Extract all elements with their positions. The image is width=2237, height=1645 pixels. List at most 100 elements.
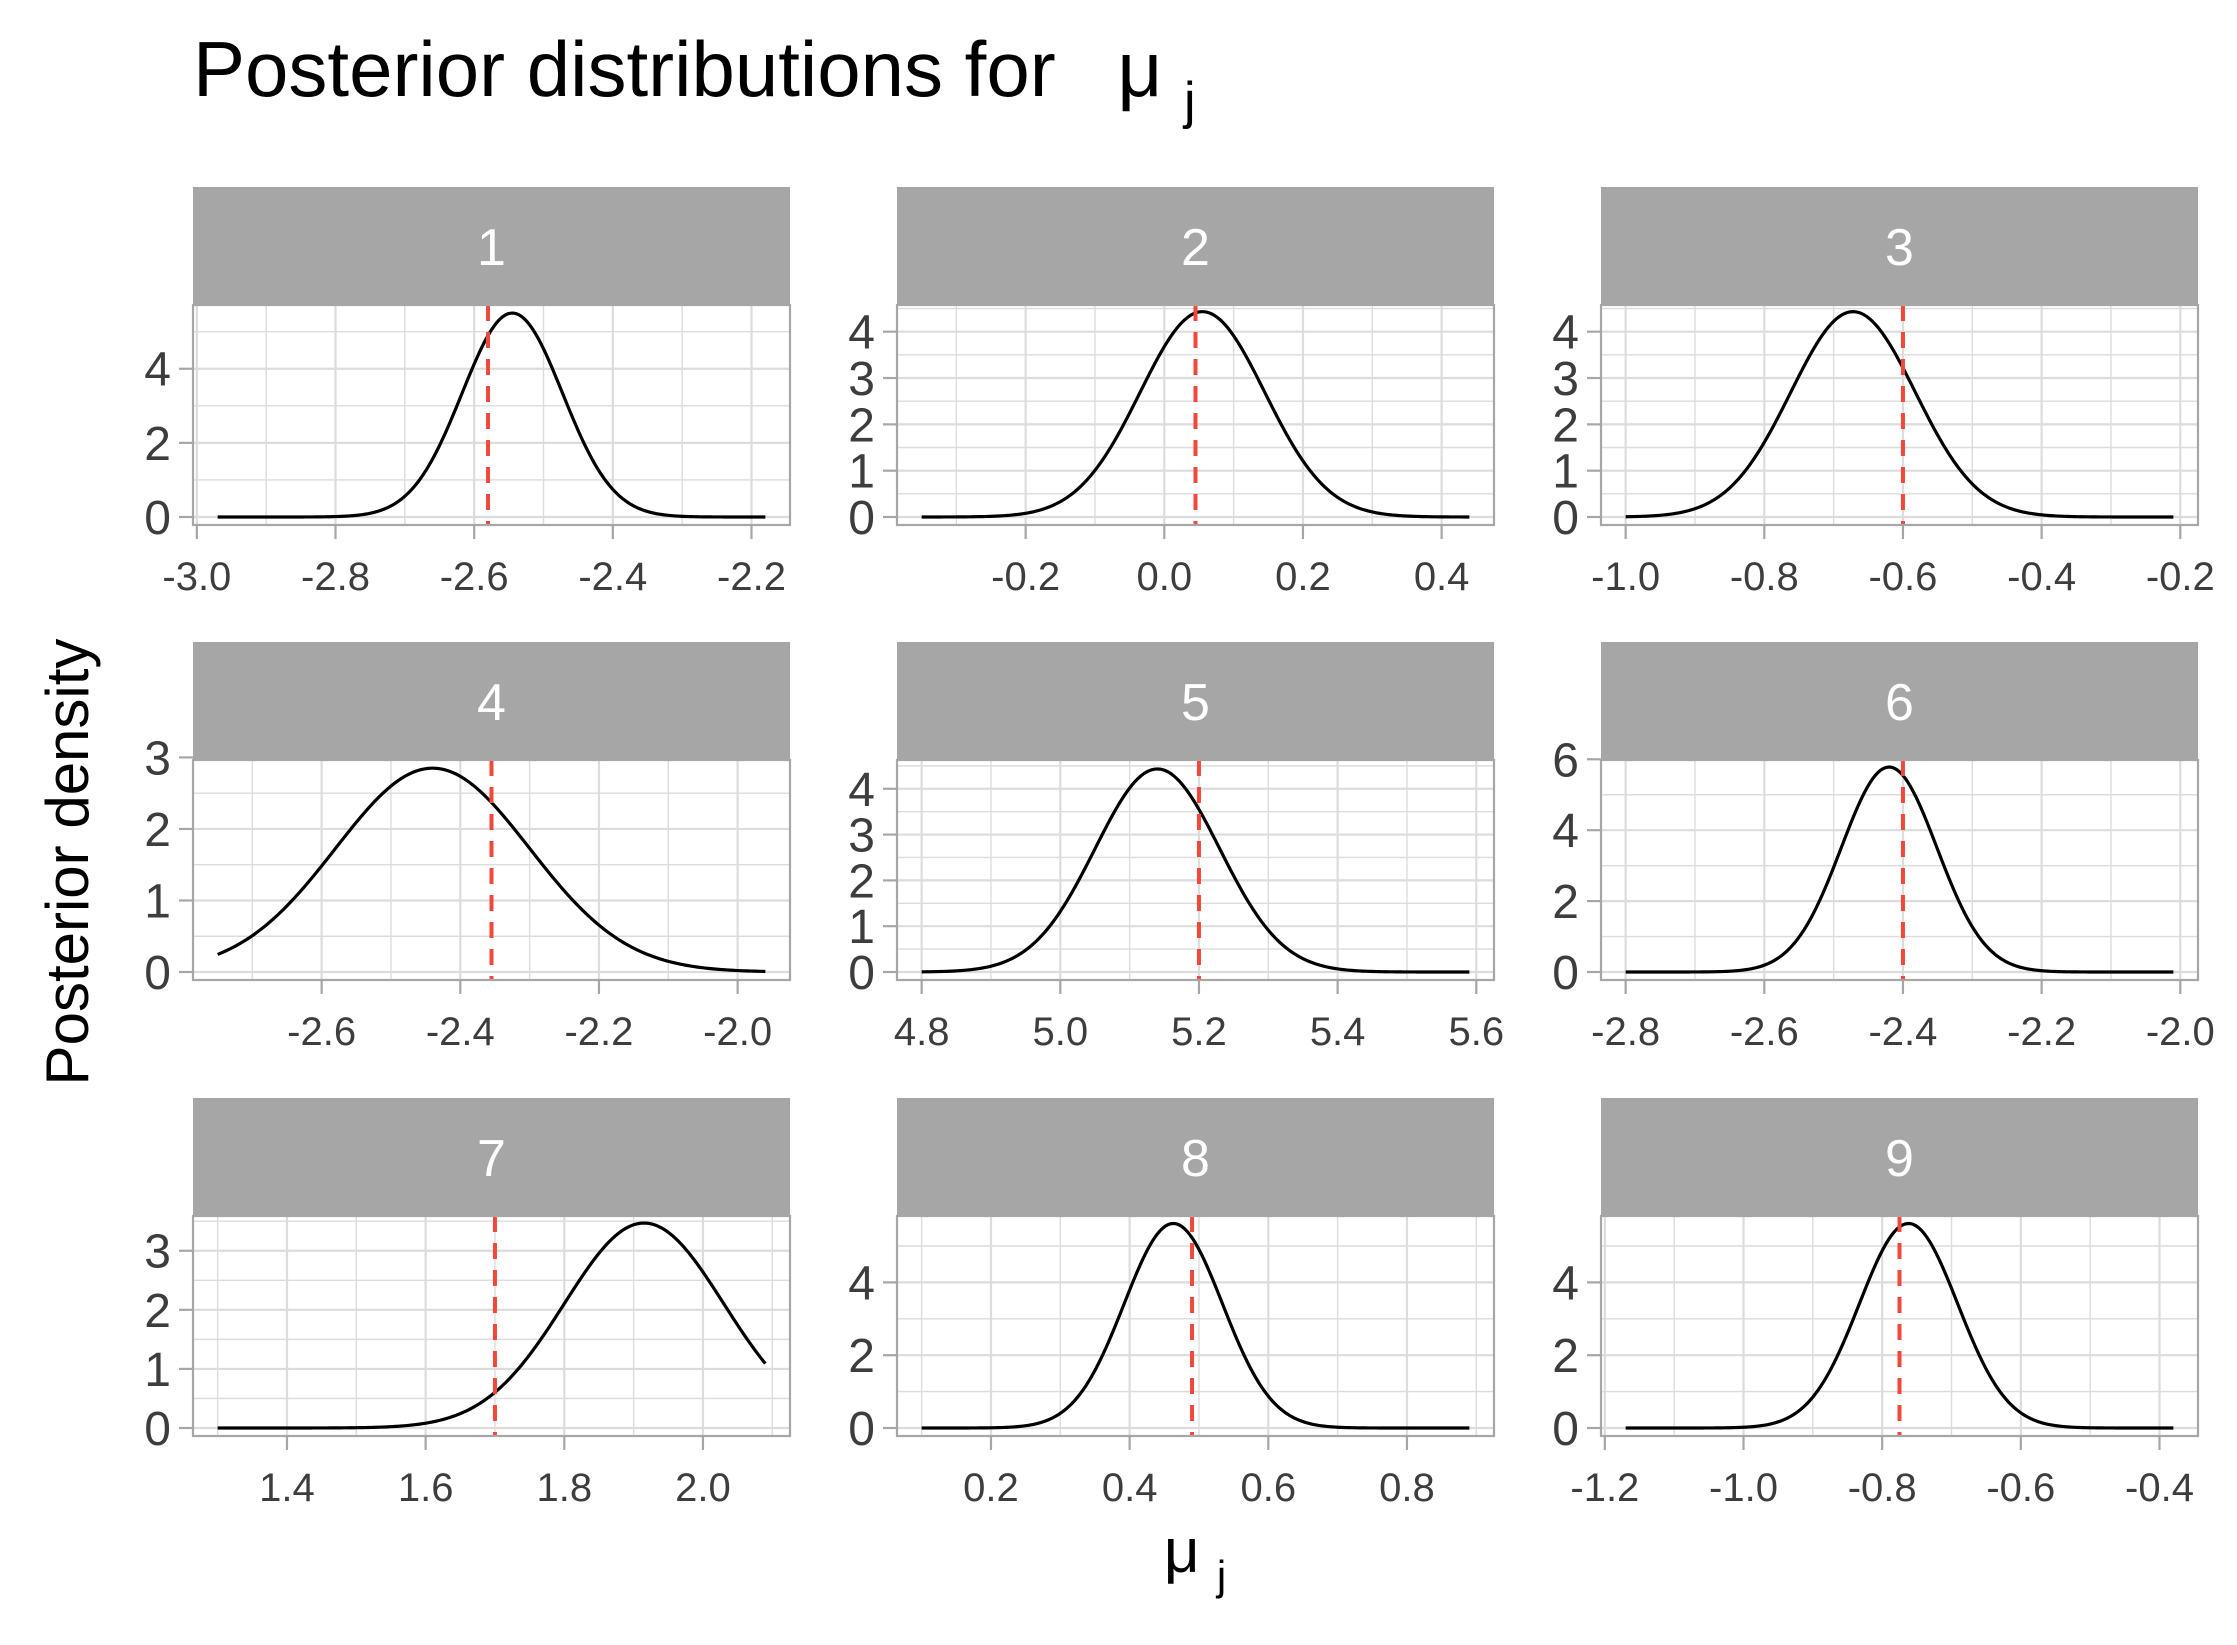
- density-curve: [1625, 765, 2174, 974]
- x-tick-label: -2.6: [1730, 1010, 1799, 1054]
- y-tick-label: 2: [1552, 1330, 1579, 1383]
- x-tick-label: -2.4: [578, 555, 647, 599]
- x-tick-label: 0.4: [1414, 555, 1470, 599]
- x-tick-label: -2.2: [2007, 1010, 2076, 1054]
- panel-border: [1599, 1214, 2200, 1438]
- y-tick-label: 4: [848, 1257, 875, 1310]
- x-tick-label: -2.2: [717, 555, 786, 599]
- facet-strip-label: 6: [1885, 674, 1914, 732]
- y-tick-label: 6: [1552, 734, 1579, 787]
- panel-background: [897, 1216, 1494, 1436]
- x-tick-label: -2.0: [2146, 1010, 2215, 1054]
- y-tick-label: 0: [848, 947, 875, 1000]
- facet-strip: [193, 642, 790, 760]
- density-curve: [1625, 310, 2174, 519]
- x-tick-label: 5.0: [1033, 1010, 1089, 1054]
- y-tick-label: 0: [848, 492, 875, 545]
- y-tick-label: 1: [848, 901, 875, 954]
- y-tick-label: 4: [848, 307, 875, 360]
- x-tick-label: 2.0: [675, 1466, 731, 1510]
- x-tick-label: 5.6: [1448, 1010, 1504, 1054]
- y-tick-label: 3: [848, 810, 875, 863]
- facet-strip: [1601, 642, 2198, 760]
- x-tick-label: 0.2: [963, 1466, 1019, 1510]
- panel-border: [895, 1214, 1496, 1438]
- panel-background: [193, 305, 790, 525]
- facet-panel-7: 7 0 1 2 3 1.4 1.6 1.8 2.0: [144, 1098, 792, 1510]
- x-tick-label: 1.6: [398, 1466, 454, 1510]
- x-tick-label: -0.8: [1848, 1466, 1917, 1510]
- facet-strip: [1601, 187, 2198, 305]
- facet-strip-label: 1: [477, 219, 506, 277]
- x-axis-label: μ j: [1164, 1517, 1226, 1599]
- panel-background: [897, 760, 1494, 980]
- y-tick-label: 0: [1552, 492, 1579, 545]
- y-tick-label: 1: [1552, 446, 1579, 499]
- panel-border: [191, 758, 792, 982]
- facet-strip: [897, 187, 1494, 305]
- x-tick-label: 5.4: [1310, 1010, 1366, 1054]
- x-tick-label: -1.0: [1591, 555, 1660, 599]
- y-tick-label: 1: [144, 1344, 171, 1397]
- density-curve: [921, 1221, 1470, 1430]
- x-tick-label: -0.2: [991, 555, 1060, 599]
- y-tick-label: 2: [1552, 876, 1579, 929]
- y-tick-label: 4: [1552, 307, 1579, 360]
- panel-border: [191, 1214, 792, 1438]
- y-tick-label: 3: [848, 353, 875, 406]
- x-tick-label: 5.2: [1171, 1010, 1227, 1054]
- y-tick-label: 3: [144, 1226, 171, 1279]
- facet-strip: [193, 187, 790, 305]
- x-tick-label: 4.8: [894, 1010, 950, 1054]
- x-tick-label: -1.0: [1709, 1466, 1778, 1510]
- x-tick-label: -0.6: [1868, 555, 1937, 599]
- facet-strip: [897, 642, 1494, 760]
- x-axis-label-subscript: j: [1215, 1552, 1226, 1599]
- x-tick-label: -2.6: [287, 1010, 356, 1054]
- density-curve: [921, 767, 1470, 974]
- x-tick-label: -2.6: [440, 555, 509, 599]
- panel-border: [895, 758, 1496, 982]
- x-tick-label: -2.4: [426, 1010, 495, 1054]
- panel-border: [191, 303, 792, 527]
- y-tick-label: 1: [144, 875, 171, 928]
- panel-background: [193, 1216, 790, 1436]
- x-axis-label-symbol: μ: [1164, 1517, 1200, 1586]
- x-tick-label: -1.2: [1570, 1466, 1639, 1510]
- facet-strip: [897, 1098, 1494, 1216]
- y-tick-label: 0: [144, 492, 171, 545]
- panel-border: [1599, 303, 2200, 527]
- y-tick-label: 4: [144, 344, 171, 397]
- chart-title-symbol: μ: [1117, 25, 1162, 113]
- y-tick-label: 2: [848, 855, 875, 908]
- y-tick-label: 4: [848, 764, 875, 817]
- x-tick-label: -2.4: [1868, 1010, 1937, 1054]
- facet-panel-8: 8 0 2 4 0.2 0.4 0.6 0.8: [848, 1098, 1496, 1510]
- panel-border: [1599, 758, 2200, 982]
- x-tick-label: 0.4: [1102, 1466, 1158, 1510]
- facet-strip-label: 8: [1181, 1130, 1210, 1188]
- y-tick-label: 3: [1552, 353, 1579, 406]
- facet-strip-label: 7: [477, 1130, 506, 1188]
- x-tick-label: 1.4: [259, 1466, 315, 1510]
- chart-title-subscript: j: [1182, 72, 1196, 130]
- y-tick-label: 0: [1552, 947, 1579, 1000]
- facet-strip-label: 5: [1181, 674, 1210, 732]
- facet-panel-4: 4 0 1 2 3 -2.6 -2.4 -2.2 -2.0: [144, 642, 792, 1054]
- density-curve: [217, 1221, 767, 1430]
- y-tick-label: 2: [144, 418, 171, 471]
- x-tick-label: 0.2: [1275, 555, 1331, 599]
- facet-panel-1: 1 0 2 4 -3.0 -2.8 -2.6 -2.4 -2.2: [144, 187, 792, 599]
- facet-strip-label: 9: [1885, 1130, 1914, 1188]
- facet-panel-6: 6 0 2 4 6 -2.8 -2.6 -2.4 -2.2 -2.0: [1552, 642, 2215, 1054]
- facet-panel-9: 9 0 2 4 -1.2 -1.0 -0.8 -0.6 -0.4: [1552, 1098, 2200, 1510]
- facet-strip: [1601, 1098, 2198, 1216]
- facet-strip-label: 2: [1181, 219, 1210, 277]
- y-tick-label: 0: [1552, 1403, 1579, 1456]
- y-tick-label: 1: [848, 446, 875, 499]
- y-tick-label: 0: [144, 947, 171, 1000]
- y-tick-label: 2: [848, 399, 875, 452]
- x-tick-label: 0.0: [1136, 555, 1192, 599]
